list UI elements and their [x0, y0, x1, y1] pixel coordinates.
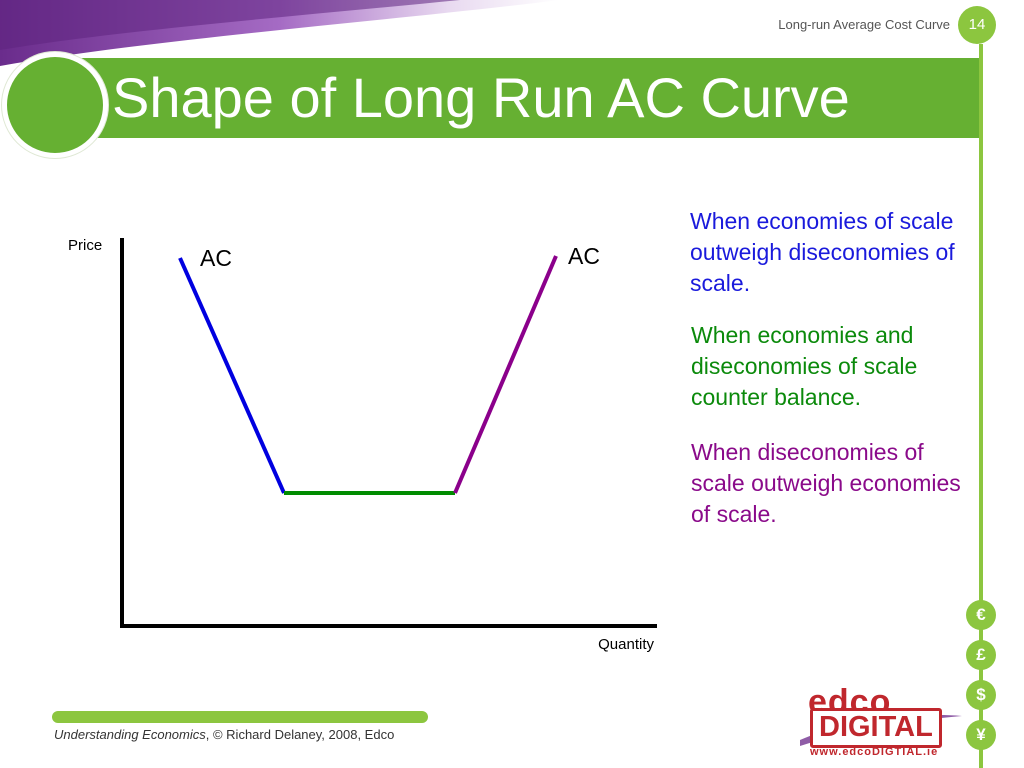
- note-diseconomies: When diseconomies of scale outweigh econ…: [691, 439, 961, 527]
- y-axis-label: Price: [68, 237, 102, 254]
- x-axis-label: Quantity: [598, 636, 654, 653]
- footer-credit: Understanding Economics, © Richard Delan…: [54, 727, 394, 742]
- euro-icon: €: [966, 600, 996, 630]
- footer-book-title: Understanding Economics: [54, 727, 206, 742]
- pound-icon: £: [966, 640, 996, 670]
- header-caption: Long-run Average Cost Curve: [778, 17, 950, 32]
- logo-url: www.edcoDIGTIAL.ie: [810, 746, 939, 758]
- curve-label-right: AC: [568, 243, 600, 269]
- dollar-icon: $: [966, 680, 996, 710]
- economies-of-scale-segment: [178, 257, 286, 494]
- lrac-diagram: Price Quantity AC AC: [68, 237, 657, 653]
- header-band: [0, 0, 560, 66]
- logo-digital: DIGITAL: [810, 708, 942, 748]
- footer-copyright: , © Richard Delaney, 2008, Edco: [205, 727, 395, 742]
- title-decor-circle: [2, 52, 108, 158]
- slide-number-badge: 14: [958, 6, 996, 44]
- curve-label-left: AC: [200, 245, 232, 271]
- footer-bar: [52, 711, 428, 723]
- note-economies: When economies of scale outweigh disecon…: [690, 208, 955, 296]
- page-title: Shape of Long Run AC Curve: [112, 66, 850, 129]
- diseconomies-of-scale-segment: [453, 255, 558, 494]
- side-rule: [979, 44, 983, 768]
- note-balance: When economies and diseconomies of scale…: [691, 322, 918, 410]
- yen-icon: ¥: [966, 720, 996, 750]
- title-bar: [52, 58, 979, 138]
